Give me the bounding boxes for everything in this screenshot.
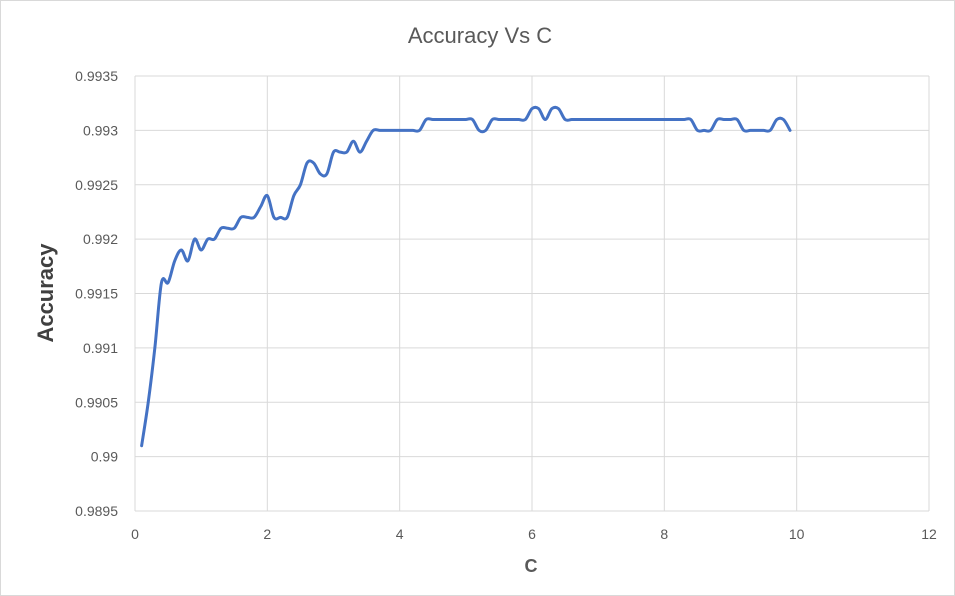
x-tick-label: 6 bbox=[528, 526, 536, 542]
y-tick-label: 0.99 bbox=[91, 449, 118, 465]
x-tick-label: 8 bbox=[660, 526, 668, 542]
x-tick-labels: 0 2 4 6 8 10 12 bbox=[131, 526, 937, 542]
x-tick-label: 0 bbox=[131, 526, 139, 542]
y-tick-label: 0.9925 bbox=[75, 177, 118, 193]
x-tick-label: 4 bbox=[396, 526, 404, 542]
y-tick-label: 0.991 bbox=[83, 340, 118, 356]
grid-layer bbox=[134, 75, 930, 512]
x-tick-label: 10 bbox=[789, 526, 805, 542]
chart-title: Accuracy Vs C bbox=[408, 23, 552, 48]
y-axis-title: Accuracy bbox=[33, 243, 58, 343]
y-tick-label: 0.9905 bbox=[75, 394, 118, 410]
y-tick-label: 0.9935 bbox=[75, 68, 118, 84]
y-tick-label: 0.9915 bbox=[75, 286, 118, 302]
y-tick-label: 0.992 bbox=[83, 231, 118, 247]
x-axis-title: C bbox=[525, 556, 538, 576]
x-tick-label: 12 bbox=[921, 526, 937, 542]
accuracy-series-line bbox=[140, 105, 792, 448]
y-tick-labels: 0.9895 0.99 0.9905 0.991 0.9915 0.992 0.9925 0.… bbox=[75, 68, 118, 519]
y-tick-label: 0.9895 bbox=[75, 503, 118, 519]
y-tick-label: 0.993 bbox=[83, 122, 118, 138]
series-layer bbox=[140, 105, 792, 448]
x-tick-label: 2 bbox=[263, 526, 271, 542]
